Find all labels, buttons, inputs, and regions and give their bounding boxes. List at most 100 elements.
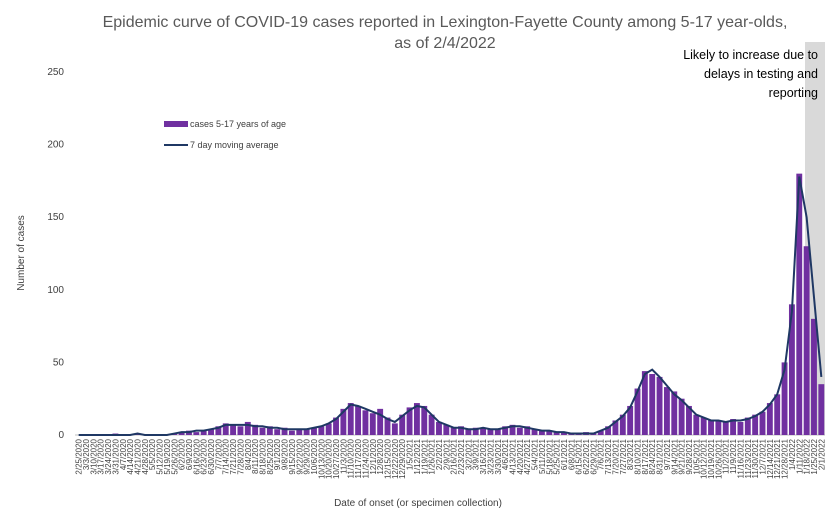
x-tick-label: 12/22/2020	[391, 438, 400, 479]
bar	[487, 429, 494, 435]
x-tick-label: 1/4/2022	[788, 438, 797, 470]
bar	[737, 421, 744, 435]
x-tick-label: 10/19/2021	[707, 438, 716, 479]
x-tick-label: 11/9/2021	[729, 438, 738, 474]
x-tick-label: 11/24/2020	[361, 438, 370, 478]
bar	[796, 173, 803, 435]
bar	[700, 417, 707, 435]
bar	[671, 391, 678, 435]
bar	[561, 432, 567, 435]
x-tick-label: 12/7/2021	[759, 438, 768, 474]
x-tick-label: 5/12/2020	[156, 438, 165, 474]
bar	[281, 427, 288, 435]
bar	[766, 403, 773, 435]
x-tick-label: 3/16/2021	[479, 438, 488, 474]
x-tick-label: 7/14/2020	[222, 438, 231, 474]
x-tick-label: 12/15/2020	[384, 438, 393, 479]
bar	[649, 374, 656, 435]
x-tick-label: 6/2/2020	[178, 438, 187, 470]
bar	[274, 429, 281, 435]
x-tick-label: 3/2/2021	[464, 438, 473, 470]
bar	[325, 423, 332, 435]
bar	[465, 429, 472, 435]
shaded-region	[805, 42, 825, 435]
x-tick-label: 2/1/2022	[817, 438, 826, 470]
x-tick-label: 11/23/2021	[744, 438, 753, 478]
bar	[406, 407, 413, 435]
bar	[436, 421, 442, 435]
bar	[715, 420, 722, 435]
x-tick-label: 6/8/2021	[567, 438, 576, 470]
bar	[208, 429, 214, 435]
bar	[377, 408, 384, 435]
x-tick-label: 11/16/2021	[736, 438, 745, 478]
x-tick-label: 10/5/2021	[692, 438, 701, 474]
bar	[634, 388, 641, 435]
bar	[178, 432, 185, 435]
bar	[244, 421, 251, 435]
bar	[472, 427, 479, 435]
bar	[237, 426, 244, 435]
y-axis-label: Number of cases	[16, 215, 27, 291]
x-tick-label: 8/10/2021	[634, 438, 643, 474]
bar	[693, 414, 700, 435]
x-tick-label: 1/26/2021	[428, 438, 437, 474]
bar	[605, 426, 612, 435]
x-tick-label: 9/8/2020	[281, 438, 290, 470]
x-tick-label: 1/18/2022	[803, 438, 812, 474]
x-tick-label: 10/12/2021	[700, 438, 709, 479]
legend-label: cases 5-17 years of age	[190, 119, 286, 129]
x-tick-label: 7/28/2020	[236, 438, 245, 474]
y-tick-label: 150	[47, 212, 64, 223]
bar	[428, 414, 435, 435]
bar	[443, 424, 450, 435]
bar	[656, 376, 663, 435]
bar	[303, 429, 310, 435]
x-tick-label: 8/11/2020	[251, 438, 260, 474]
bar	[752, 414, 759, 435]
x-tick-label: 6/9/2020	[185, 438, 194, 470]
bar	[340, 408, 347, 435]
bar	[597, 430, 604, 435]
x-tick-label: 11/3/2020	[339, 438, 348, 474]
x-tick-label: 2/2/2021	[435, 438, 444, 470]
bar	[296, 429, 303, 435]
bar	[612, 420, 619, 435]
x-tick-label: 5/11/2021	[538, 438, 547, 474]
x-tick-label: 1/5/2021	[406, 438, 415, 470]
bar	[686, 405, 692, 435]
x-tick-label: 5/18/2021	[545, 438, 554, 474]
bar	[730, 419, 737, 435]
x-tick-label: 12/29/2020	[398, 438, 407, 479]
x-tick-label: 4/7/2020	[119, 438, 128, 470]
bar	[516, 427, 523, 435]
bar	[781, 362, 788, 435]
bar	[818, 384, 825, 435]
x-tick-label: 6/1/2021	[560, 438, 569, 470]
x-tick-label: 7/13/2021	[604, 438, 613, 474]
x-tick-label: 1/25/2022	[810, 438, 819, 474]
x-tick-label: 9/22/2020	[295, 438, 304, 474]
x-tick-label: 3/17/2020	[97, 438, 106, 474]
bar	[384, 417, 391, 435]
y-tick-label: 100	[47, 285, 64, 296]
x-tick-label: 3/30/2021	[494, 438, 503, 474]
bar	[553, 432, 560, 435]
bar	[288, 430, 295, 435]
y-tick-label: 50	[53, 357, 65, 368]
bar	[318, 426, 325, 435]
x-tick-label: 1/12/2021	[413, 438, 422, 474]
bar	[524, 426, 531, 435]
x-tick-label: 11/17/2020	[354, 438, 363, 478]
x-tick-label: 8/25/2020	[266, 438, 275, 474]
bar	[788, 304, 795, 435]
x-tick-label: 3/23/2021	[486, 438, 495, 474]
bar	[355, 405, 362, 435]
bar	[678, 398, 685, 435]
bar	[663, 387, 670, 435]
x-tick-label: 3/10/2020	[89, 438, 98, 474]
bar	[502, 426, 509, 435]
x-tick-label: 4/14/2020	[126, 438, 135, 474]
x-tick-label: 8/17/2021	[641, 438, 650, 474]
